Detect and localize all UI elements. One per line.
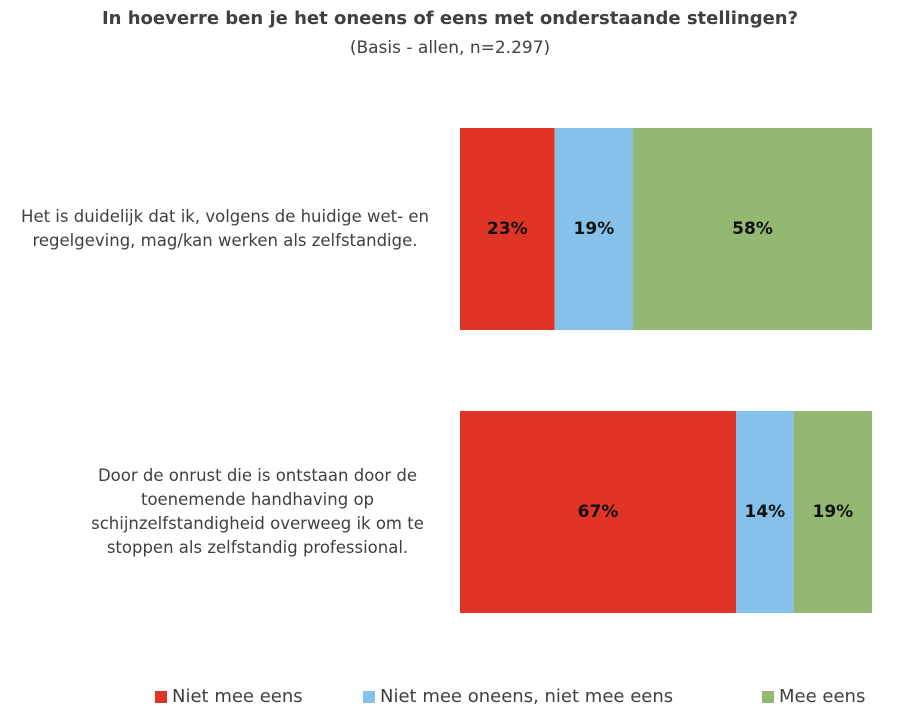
legend-swatch (363, 691, 375, 703)
legend-label: Niet mee oneens, niet mee eens (380, 686, 673, 707)
value-label: 67% (578, 502, 619, 522)
category-label: Door de onrust die is ontstaan door de t… (91, 466, 424, 557)
value-label: 58% (732, 219, 773, 239)
value-label: 23% (487, 219, 528, 239)
bar-segment (460, 411, 737, 613)
chart-subtitle: (Basis - allen, n=2.297) (349, 38, 551, 58)
legend-swatch (762, 691, 774, 703)
value-label: 19% (813, 502, 854, 522)
legend-label: Mee eens (779, 686, 865, 707)
bar-segment (554, 128, 634, 330)
legend-swatch (155, 691, 167, 703)
chart-title: In hoeverre ben je het oneens of eens me… (101, 8, 799, 29)
bar-segment (633, 128, 872, 330)
bar-segment (736, 411, 794, 613)
value-label: 19% (574, 219, 615, 239)
bar-segment (793, 411, 872, 613)
legend-label: Niet mee eens (172, 686, 303, 707)
category-label: Het is duidelijk dat ik, volgens de huid… (21, 207, 429, 250)
bar-segment (460, 128, 555, 330)
value-label: 14% (745, 502, 786, 522)
